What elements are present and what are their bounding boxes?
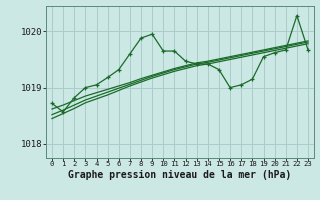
X-axis label: Graphe pression niveau de la mer (hPa): Graphe pression niveau de la mer (hPa) (68, 170, 292, 180)
